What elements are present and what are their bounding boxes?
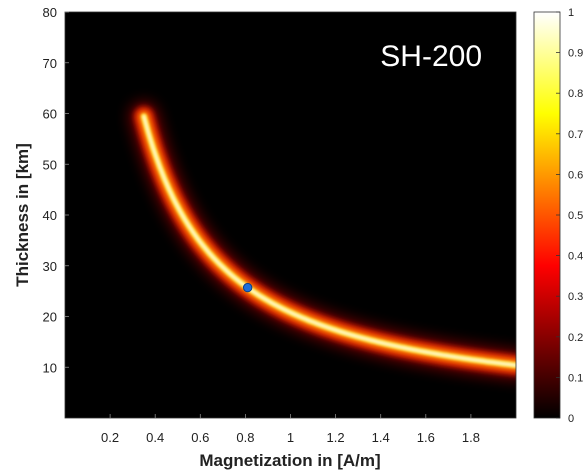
x-tick-label: 0.2	[101, 430, 119, 445]
colorbar-tick-label: 1	[568, 7, 574, 19]
heatmap-ridge	[128, 101, 516, 381]
x-tick-label: 1.2	[327, 430, 345, 445]
colorbar-tick-label: 0.3	[568, 291, 583, 303]
colorbar-tick-label: 0	[568, 413, 574, 425]
ridge-core	[142, 115, 516, 367]
y-tick-label: 20	[43, 310, 57, 325]
x-tick-label: 0.6	[191, 430, 209, 445]
x-tick-label: 0.4	[146, 430, 164, 445]
colorbar-tick-label: 0.9	[568, 48, 583, 60]
y-axis-ticks: 10 20 30 40 50 60 70 80	[43, 5, 69, 375]
x-axis-label: Magnetization in [A/m]	[199, 451, 380, 470]
y-tick-label: 60	[43, 107, 57, 122]
x-tick-label: 1.8	[462, 430, 480, 445]
x-axis-ticks: 0.2 0.4 0.6 0.8 1 1.2 1.4 1.6 1.8	[101, 414, 480, 445]
x-tick-label: 0.8	[236, 430, 254, 445]
best-fit-point	[242, 282, 253, 293]
x-tick-label: 1.6	[417, 430, 435, 445]
colorbar-tick-label: 0.2	[568, 332, 583, 344]
colorbar-tick-label: 0.6	[568, 169, 583, 181]
y-tick-label: 30	[43, 259, 57, 274]
y-tick-label: 50	[43, 157, 57, 172]
y-axis-label: Thickness in [km]	[13, 143, 32, 287]
x-tick-label: 1	[287, 430, 294, 445]
colorbar-tick-label: 0.5	[568, 210, 583, 222]
y-tick-label: 80	[43, 5, 57, 20]
colorbar-tick-label: 0.8	[568, 88, 583, 100]
x-tick-label: 1.4	[372, 430, 390, 445]
panel-label: SH-200	[380, 40, 482, 73]
colorbar-tick-label: 0.4	[568, 251, 583, 263]
y-tick-label: 40	[43, 208, 57, 223]
colorbar	[533, 11, 561, 419]
colorbar-tick-label: 0.7	[568, 129, 583, 141]
y-tick-label: 70	[43, 56, 57, 71]
colorbar-ticks: 0 0.1 0.2 0.3 0.4 0.5 0.6 0.7 0.8 0.9 1	[556, 7, 583, 425]
colorbar-tick-label: 0.1	[568, 372, 583, 384]
y-tick-label: 10	[43, 360, 57, 375]
